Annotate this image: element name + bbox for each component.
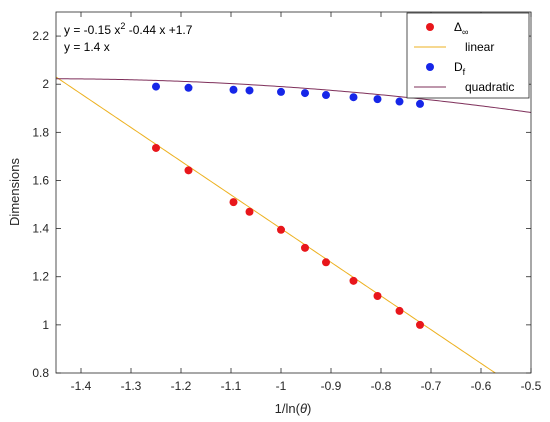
x-tick-label: -0.5 xyxy=(521,379,542,393)
delta-inf-point xyxy=(373,291,382,300)
legend-label-delta-inf: Δ∞ xyxy=(454,20,468,37)
delta-inf-point xyxy=(349,276,358,285)
linear-equation: y = 1.4 x xyxy=(64,40,110,54)
df-point xyxy=(416,99,424,108)
x-tick-label: -1 xyxy=(276,379,287,393)
df-point xyxy=(301,89,309,98)
y-tick-label: 1.4 xyxy=(32,222,49,236)
df-point xyxy=(277,87,285,96)
y-tick-label: 1.6 xyxy=(32,173,49,187)
x-axis: -1.4 -1.3 -1.2 -1.1 -1 -0.9 -0.8 -0.7 -0.6 -0.5 xyxy=(71,12,542,393)
delta-inf-point xyxy=(184,166,193,175)
x-tick-label: -1.3 xyxy=(121,379,142,393)
df-point xyxy=(349,93,358,102)
x-axis-label: 1/ln(θ) xyxy=(275,401,312,416)
delta-inf-point xyxy=(395,306,404,315)
y-tick-label: 1.2 xyxy=(32,270,49,284)
df-point xyxy=(152,82,160,91)
y-tick-label: 2 xyxy=(42,77,49,91)
legend-marker-delta-inf xyxy=(426,23,434,31)
delta-inf-point xyxy=(152,143,160,152)
df-point xyxy=(395,97,404,106)
y-tick-label: 0.8 xyxy=(32,366,49,380)
legend-marker-df xyxy=(426,63,434,71)
x-tick-label: -1.1 xyxy=(221,379,242,393)
x-tick-label: -1.4 xyxy=(71,379,92,393)
df-point xyxy=(322,91,330,100)
y-tick-label: 1 xyxy=(42,318,49,332)
x-tick-label: -1.2 xyxy=(171,379,192,393)
fit-line-quadratic xyxy=(56,78,531,113)
delta-inf-point xyxy=(277,225,285,234)
x-tick-label: -0.9 xyxy=(321,379,342,393)
y-axis: 0.8 1 1.2 1.4 1.6 1.8 2 2.2 xyxy=(32,29,531,380)
df-point xyxy=(373,95,382,104)
delta-inf-point xyxy=(416,320,424,329)
delta-inf-point xyxy=(322,258,330,267)
fit-line-linear xyxy=(56,76,497,373)
x-tick-label: -0.8 xyxy=(371,379,392,393)
x-tick-label: -0.6 xyxy=(471,379,492,393)
legend-label-linear: linear xyxy=(465,40,494,54)
df-point xyxy=(229,85,238,94)
y-axis-label: Dimensions xyxy=(7,158,22,226)
plot-frame xyxy=(55,11,532,374)
y-tick-label: 1.8 xyxy=(32,125,49,139)
df-point xyxy=(245,86,254,95)
df-point xyxy=(184,83,193,92)
legend-label-quadratic: quadratic xyxy=(465,80,514,94)
quadratic-equation: y = -0.15 x2 -0.44 x +1.7 xyxy=(64,21,193,37)
delta-inf-point xyxy=(245,207,254,216)
data-points xyxy=(152,82,424,329)
x-tick-label: -0.7 xyxy=(421,379,442,393)
y-tick-label: 2.2 xyxy=(32,29,49,43)
delta-inf-point xyxy=(229,198,238,207)
legend-label-df: Df xyxy=(454,60,466,77)
fit-lines xyxy=(56,76,531,373)
delta-inf-point xyxy=(301,243,309,252)
legend: Δ∞ linear Df quadratic xyxy=(406,12,530,99)
